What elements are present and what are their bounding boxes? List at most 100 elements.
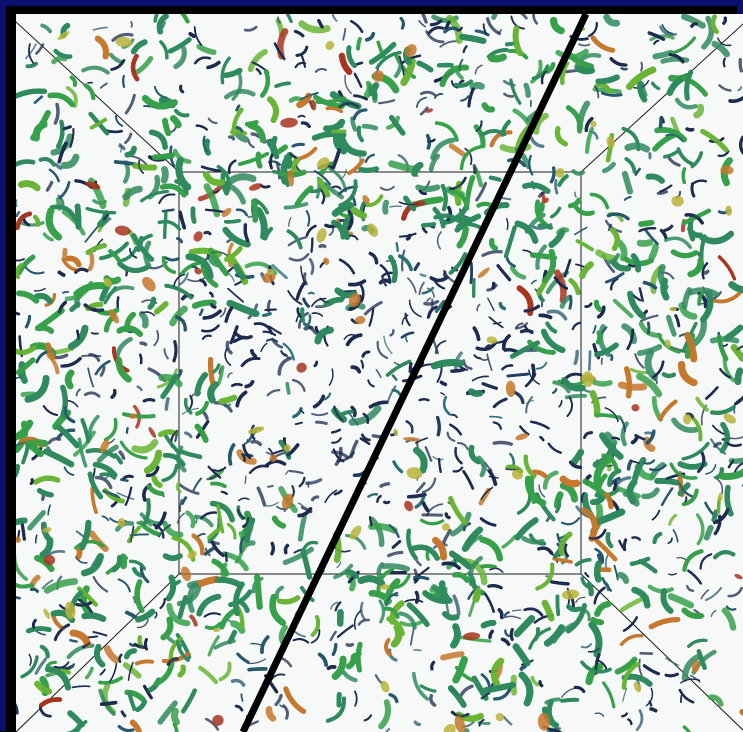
vortex-tube <box>443 654 462 658</box>
vortex-tube <box>59 272 63 275</box>
vortex-tube <box>145 640 146 650</box>
vortex-tube <box>124 414 154 416</box>
vortex-tube <box>724 18 726 23</box>
vortex-tube <box>373 436 381 437</box>
vortex-tube <box>521 667 525 669</box>
vortex-tube <box>226 221 239 222</box>
vortex-tube <box>511 630 512 640</box>
vortex-tube <box>135 166 154 168</box>
vortex-tube <box>622 68 627 69</box>
vortex-tube <box>593 620 601 622</box>
vortex-tube <box>540 682 542 686</box>
vortex-tube <box>471 263 472 283</box>
vortex-tube <box>556 181 557 194</box>
vortex-tube <box>687 129 693 130</box>
vortex-tube <box>738 371 740 382</box>
vortex-tube <box>508 374 528 376</box>
vortex-tube <box>650 702 652 706</box>
vortex-tube <box>384 566 407 569</box>
vortex-tube <box>142 314 146 325</box>
vortex-tube <box>139 637 141 646</box>
vortex-tube <box>247 122 256 124</box>
vortex-tube <box>540 226 551 228</box>
vortex-tube <box>16 521 25 523</box>
vortex-tube <box>397 243 398 251</box>
vortex-tube <box>221 398 234 402</box>
vortex-tube <box>562 700 577 701</box>
vortex-tube <box>123 76 124 87</box>
vortex-tube <box>640 243 650 244</box>
vortex-tube <box>707 528 711 538</box>
vortex-tube <box>85 616 104 619</box>
vortex-tube <box>308 483 309 487</box>
vortex-tube <box>165 213 166 237</box>
vortex-tube <box>118 297 119 308</box>
vortex-tube <box>597 564 599 580</box>
vortex-tube <box>144 400 154 401</box>
vortex-tube <box>664 281 667 297</box>
vortex-tube <box>291 98 301 100</box>
vortex-tube <box>268 486 273 487</box>
vortex-tube <box>461 219 474 220</box>
vortex-tube <box>102 703 116 705</box>
vortex-tube <box>193 209 194 222</box>
vortex-tube <box>127 428 128 433</box>
vortex-tube <box>683 169 684 183</box>
vortex-tube <box>173 119 178 125</box>
vortex-tube <box>714 512 716 520</box>
vortex-tube <box>526 85 528 95</box>
vortex-tube <box>592 381 610 384</box>
vortex-tube <box>78 206 79 226</box>
vortex-tube <box>652 247 656 257</box>
vortex-tube <box>621 385 643 387</box>
vortex-tube <box>131 534 149 535</box>
vortex-tube <box>31 480 32 484</box>
turbulence-scene <box>16 14 743 732</box>
vortex-tube <box>312 238 313 251</box>
vortex-tube <box>166 399 168 409</box>
vortex-tube <box>385 203 386 212</box>
vortex-tube <box>266 310 276 311</box>
vortex-tube <box>232 384 241 385</box>
vortex-tube <box>82 356 100 357</box>
vortex-tube <box>579 69 592 71</box>
vortex-tube <box>245 476 246 483</box>
vortex-tube <box>474 166 475 173</box>
vortex-tube <box>225 405 230 406</box>
vortex-tube <box>452 370 464 372</box>
vortex-tube <box>444 272 445 277</box>
vortex-tube <box>661 118 662 127</box>
vortex-tube <box>166 556 181 558</box>
vortex-tube <box>641 63 642 71</box>
vortex-tube <box>179 371 181 376</box>
vortex-tube <box>205 232 210 233</box>
vortex-tube <box>357 63 362 65</box>
vortex-tube <box>190 34 194 36</box>
vortex-tube <box>226 553 227 561</box>
vortex-tube <box>423 224 434 225</box>
vortex-tube <box>552 582 568 584</box>
vortex-tube <box>87 636 97 637</box>
vortex-tube <box>627 369 630 396</box>
vortex-tube <box>415 577 428 578</box>
vortex-tube <box>361 169 376 171</box>
vortex-tube <box>29 443 45 444</box>
vortex-tube <box>598 333 600 342</box>
vortex-tube <box>137 661 152 663</box>
vortex-tube <box>64 127 70 129</box>
vortex-tube <box>491 178 500 180</box>
vortex-tube <box>655 53 671 57</box>
vortex-tube <box>494 14 496 18</box>
vortex-tube <box>249 669 266 670</box>
vortex-tube <box>641 223 652 224</box>
vortex-tube <box>77 331 78 339</box>
vortex-tube <box>78 549 80 557</box>
vortex-tube <box>589 352 590 370</box>
vortex-tube <box>390 206 401 207</box>
vortex-tube <box>70 640 77 641</box>
vortex-tube <box>409 495 425 497</box>
vortex-tube <box>664 374 674 376</box>
vortex-tube <box>364 126 376 128</box>
vortex-tube <box>434 363 460 366</box>
vortex-tube <box>476 591 478 599</box>
